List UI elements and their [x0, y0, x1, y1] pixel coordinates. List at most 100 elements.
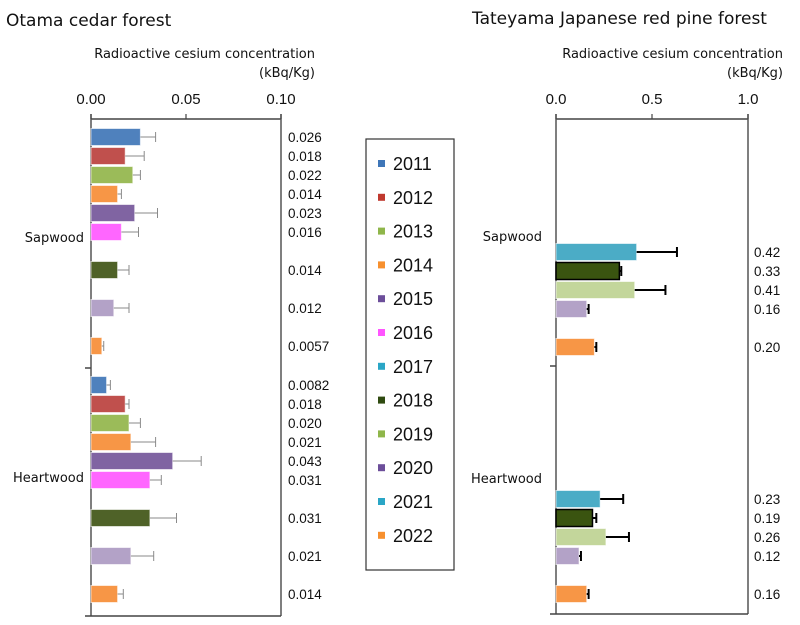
- x-tick-label: 0.5: [642, 91, 663, 108]
- legend-label: 2020: [393, 458, 433, 478]
- chart-panel-2: Tateyama Japanese red pine forest Radioac…: [471, 9, 783, 615]
- x-tick-label: 1.0: [738, 91, 759, 108]
- data-label: 0.026: [288, 130, 322, 145]
- legend-label: 2016: [393, 323, 433, 343]
- legend-label: 2013: [393, 222, 433, 242]
- legend-swatch: [378, 160, 385, 167]
- chart-title: Tateyama Japanese red pine forest: [471, 9, 767, 29]
- data-label: 0.23: [754, 492, 780, 507]
- legend-item-2020: 2020: [378, 458, 433, 478]
- bar-sapwood-2012: [90, 147, 126, 165]
- legend-item-2018: 2018: [378, 391, 433, 411]
- data-label: 0.19: [754, 511, 780, 526]
- legend-label: 2017: [393, 357, 433, 377]
- bar-heartwood-2015: [90, 452, 174, 470]
- data-label: 0.016: [288, 225, 322, 240]
- data-label: 0.020: [288, 416, 322, 431]
- data-label: 0.41: [754, 283, 780, 298]
- bar-heartwood-2016: [90, 471, 151, 489]
- data-label: 0.031: [288, 473, 322, 488]
- x-axis-unit: (kBq/Kg): [259, 66, 315, 81]
- data-label: 0.42: [754, 245, 780, 260]
- legend-swatch: [378, 261, 385, 269]
- bar-heartwood-2018: [555, 508, 594, 528]
- legend-item-2012: 2012: [378, 188, 433, 208]
- bar-sapwood-2013: [90, 166, 134, 184]
- x-tick-label: 0.05: [171, 91, 200, 108]
- bar-heartwood-2022: [90, 585, 119, 603]
- data-label: 0.043: [288, 454, 322, 469]
- bar-heartwood-2018: [90, 509, 151, 527]
- legend-swatch: [378, 531, 385, 539]
- legend-label: 2022: [393, 526, 433, 546]
- chart-title: Otama cedar forest: [6, 11, 172, 31]
- data-label: 0.20: [754, 340, 780, 355]
- x-tick-label: 0.0: [546, 91, 567, 108]
- bar-sapwood-2020: [555, 300, 588, 318]
- bar-sapwood-2022: [555, 338, 595, 356]
- data-label: 0.12: [754, 549, 780, 564]
- legend-item-2022: 2022: [378, 526, 433, 546]
- data-label: 0.031: [288, 511, 322, 526]
- data-label: 0.014: [288, 587, 322, 602]
- bar-heartwood-2013: [90, 414, 130, 432]
- data-label: 0.0082: [288, 378, 329, 393]
- bar-heartwood-2012: [90, 395, 126, 413]
- bar-sapwood-2015: [90, 204, 136, 222]
- bar-heartwood-2022: [555, 585, 588, 603]
- legend: 2011 2012 2013 2014 2015 2016 2017 2018 2019 2020…: [365, 138, 455, 571]
- legend-swatch: [378, 227, 385, 235]
- legend-label: 2021: [393, 492, 433, 512]
- legend-label: 2011: [393, 154, 432, 174]
- data-label: 0.018: [288, 149, 322, 164]
- bar-sapwood-2014: [90, 185, 119, 203]
- x-axis-label: Radioactive cesium concentration: [562, 47, 783, 62]
- bar-heartwood-2019: [555, 528, 607, 546]
- bar-heartwood-2021: [555, 490, 601, 508]
- legend-swatch: [378, 430, 385, 438]
- legend-label: 2015: [393, 289, 433, 309]
- data-label: 0.26: [754, 530, 780, 545]
- bar-sapwood-2020: [90, 299, 115, 317]
- data-label: 0.022: [288, 168, 322, 183]
- legend-swatch: [378, 362, 385, 370]
- legend-item-2014: 2014: [378, 255, 433, 275]
- legend-item-2015: 2015: [378, 289, 433, 309]
- legend-label: 2014: [393, 255, 433, 275]
- legend-item-2019: 2019: [378, 424, 433, 444]
- chart-panel-1: Otama cedar forest Radioactive cesium con…: [6, 11, 329, 617]
- data-label: 0.014: [288, 187, 322, 202]
- data-label: 0.023: [288, 206, 322, 221]
- bar-sapwood-2011: [90, 128, 141, 146]
- legend-item-2016: 2016: [378, 323, 433, 343]
- x-axis-label: Radioactive cesium concentration: [94, 47, 315, 62]
- legend-label: 2012: [393, 188, 433, 208]
- bar-sapwood-2022: [90, 337, 103, 355]
- data-label: 0.021: [288, 549, 322, 564]
- legend-swatch: [378, 295, 385, 303]
- legend-swatch: [378, 193, 385, 201]
- bar-heartwood-2020: [555, 547, 580, 565]
- data-label: 0.021: [288, 435, 322, 450]
- legend-item-2021: 2021: [378, 492, 433, 512]
- legend-swatch: [378, 498, 385, 505]
- data-label: 0.0057: [288, 339, 329, 354]
- data-label: 0.16: [754, 302, 780, 317]
- legend-swatch: [378, 464, 385, 472]
- data-label: 0.16: [754, 587, 780, 602]
- category-label-sapwood: Sapwood: [25, 231, 84, 246]
- legend-item-2011: 2011: [378, 154, 432, 174]
- category-label-heartwood: Heartwood: [13, 471, 84, 486]
- legend-label: 2018: [393, 391, 433, 411]
- legend-label: 2019: [393, 424, 433, 444]
- bar-heartwood-2011: [90, 376, 108, 394]
- bar-sapwood-2019: [555, 281, 636, 299]
- legend-swatch: [378, 396, 385, 404]
- x-tick-label: 0.00: [76, 91, 105, 108]
- data-label: 0.014: [288, 263, 322, 278]
- data-label: 0.012: [288, 301, 322, 316]
- bar-heartwood-2020: [90, 547, 132, 565]
- category-label-sapwood: Sapwood: [483, 230, 542, 245]
- x-tick-label: 0.10: [266, 91, 295, 108]
- bar-heartwood-2014: [90, 433, 132, 451]
